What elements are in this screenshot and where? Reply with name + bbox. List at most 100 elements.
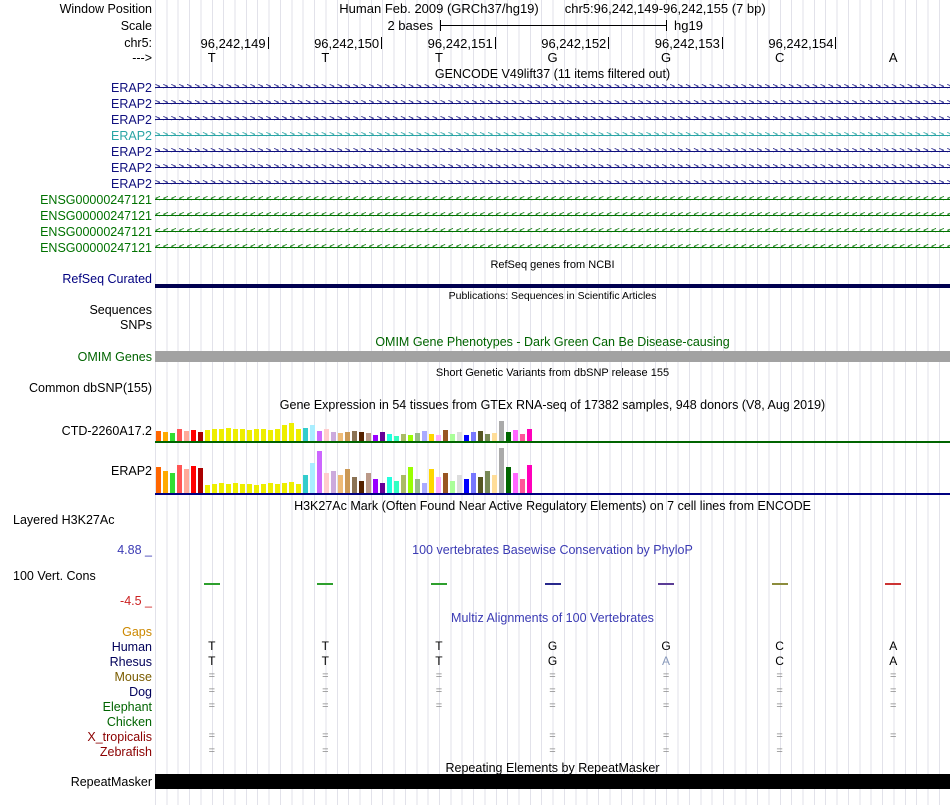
- gene-track-row[interactable]: <<<<<<<<<<<<<<<<<<<<<<<<<<<<<<<<<<<<<<<<…: [155, 224, 950, 240]
- alignment-row[interactable]: = = = = = =: [155, 729, 950, 744]
- gtex-bar: [303, 428, 308, 441]
- gene-track-label[interactable]: ERAP2: [111, 113, 152, 127]
- alignment-species-label[interactable]: Elephant: [102, 700, 152, 714]
- alignment-species-label[interactable]: Dog: [129, 685, 152, 699]
- conservation-track-label[interactable]: 100 Vert. Cons: [13, 569, 96, 583]
- gene-track-label[interactable]: ERAP2: [111, 81, 152, 95]
- alignment-cell: =: [889, 685, 897, 697]
- gene-track-row[interactable]: >>>>>>>>>>>>>>>>>>>>>>>>>>>>>>>>>>>>>>>>…: [155, 80, 950, 96]
- gtex-bar: [499, 448, 504, 493]
- omim-genes-track[interactable]: [155, 351, 950, 362]
- gene-track-row[interactable]: >>>>>>>>>>>>>>>>>>>>>>>>>>>>>>>>>>>>>>>>…: [155, 144, 950, 160]
- coordinate-label[interactable]: 96,242,151: [428, 36, 496, 51]
- gene-track-row[interactable]: >>>>>>>>>>>>>>>>>>>>>>>>>>>>>>>>>>>>>>>>…: [155, 176, 950, 192]
- gene-track-label[interactable]: ENSG00000247121: [40, 209, 152, 223]
- omim-genes-label[interactable]: OMIM Genes: [77, 350, 152, 364]
- dbsnp-title: Short Genetic Variants from dbSNP releas…: [435, 367, 670, 379]
- gtex-bar: [324, 429, 329, 441]
- snps-label[interactable]: SNPs: [120, 318, 152, 332]
- conservation-tick: [203, 583, 220, 585]
- alignment-cell: =: [322, 730, 329, 742]
- gene-track-row[interactable]: >>>>>>>>>>>>>>>>>>>>>>>>>>>>>>>>>>>>>>>>…: [155, 112, 950, 128]
- conservation-tick: [885, 583, 902, 585]
- gene-track-row[interactable]: <<<<<<<<<<<<<<<<<<<<<<<<<<<<<<<<<<<<<<<<…: [155, 192, 950, 208]
- alignment-row[interactable]: = = = = = = =: [155, 699, 950, 714]
- alignment-cell: =: [549, 730, 556, 742]
- alignment-cell: =: [549, 700, 556, 712]
- gtex-track1-label[interactable]: CTD-2260A17.2: [61, 424, 152, 438]
- coordinate-tick: [608, 37, 610, 49]
- alignment-row[interactable]: = = = = = = =: [155, 684, 950, 699]
- gtex-bar: [156, 431, 161, 441]
- alignment-cell: =: [208, 745, 215, 757]
- gtex-bar: [408, 435, 413, 441]
- gene-track-row[interactable]: >>>>>>>>>>>>>>>>>>>>>>>>>>>>>>>>>>>>>>>>…: [155, 160, 950, 176]
- repeatmasker-label[interactable]: RepeatMasker: [70, 775, 152, 789]
- multiz-title: Multiz Alignments of 100 Vertebrates: [451, 611, 654, 625]
- gtex-bar: [163, 432, 168, 441]
- h3k27ac-label[interactable]: Layered H3K27Ac: [13, 513, 115, 527]
- gene-track-label[interactable]: ERAP2: [111, 129, 152, 143]
- coordinate-label[interactable]: 96,242,153: [655, 36, 723, 51]
- alignment-species-label[interactable]: Gaps: [122, 625, 152, 639]
- alignment-cell: =: [322, 745, 329, 757]
- gtex-bar: [492, 433, 497, 441]
- alignment-cell: C: [775, 639, 784, 653]
- gtex-track2-label[interactable]: ERAP2: [111, 464, 152, 478]
- conservation-wiggle[interactable]: [155, 557, 950, 601]
- gtex-ctd-barchart[interactable]: [156, 421, 950, 441]
- alignment-species-label[interactable]: Human: [111, 640, 152, 654]
- alignment-species-label[interactable]: X_tropicalis: [87, 730, 152, 744]
- gene-track-label[interactable]: ENSG00000247121: [40, 225, 152, 239]
- gtex-bar: [450, 481, 455, 493]
- repeatmasker-track[interactable]: [155, 774, 950, 789]
- alignment-species-label[interactable]: Chicken: [106, 715, 152, 729]
- gtex-bar: [254, 485, 259, 493]
- gene-track-row[interactable]: >>>>>>>>>>>>>>>>>>>>>>>>>>>>>>>>>>>>>>>>…: [155, 128, 950, 144]
- refseq-curated-track[interactable]: [155, 284, 950, 288]
- assembly-label: Human Feb. 2009 (GRCh37/hg19): [339, 1, 539, 16]
- coordinate-text: 96,242,152: [541, 35, 607, 51]
- gene-track-label[interactable]: ENSG00000247121: [40, 241, 152, 255]
- sequences-label[interactable]: Sequences: [89, 303, 152, 317]
- gtex-bar: [331, 471, 336, 493]
- gtex-bar: [261, 484, 266, 493]
- gene-track-row[interactable]: >>>>>>>>>>>>>>>>>>>>>>>>>>>>>>>>>>>>>>>>…: [155, 96, 950, 112]
- gene-strand-arrows: >>>>>>>>>>>>>>>>>>>>>>>>>>>>>>>>>>>>>>>>…: [155, 130, 950, 140]
- gtex-bar: [366, 473, 371, 493]
- coordinate-label[interactable]: 96,242,152: [541, 35, 610, 51]
- alignment-row[interactable]: = = = = =: [155, 744, 950, 759]
- alignment-cell: =: [776, 670, 783, 682]
- alignment-row[interactable]: [155, 624, 950, 639]
- refseq-curated-label[interactable]: RefSeq Curated: [62, 272, 152, 286]
- alignment-row[interactable]: [155, 714, 950, 729]
- alignment-row[interactable]: = = = = = = =: [155, 669, 950, 684]
- dbsnp-label[interactable]: Common dbSNP(155): [29, 381, 152, 395]
- gene-track-label[interactable]: ENSG00000247121: [40, 193, 152, 207]
- gene-track-row[interactable]: <<<<<<<<<<<<<<<<<<<<<<<<<<<<<<<<<<<<<<<<…: [155, 208, 950, 224]
- gene-track-label[interactable]: ERAP2: [111, 161, 152, 175]
- gtex-erap2-barchart[interactable]: [156, 448, 950, 493]
- gene-strand-arrows: >>>>>>>>>>>>>>>>>>>>>>>>>>>>>>>>>>>>>>>>…: [155, 114, 950, 124]
- coordinate-row[interactable]: 96,242,149 96,242,150 96,242,151 96,242,152…: [0, 35, 950, 51]
- coordinate-label[interactable]: 96,242,150: [314, 36, 383, 51]
- gtex-bar: [520, 434, 525, 441]
- gene-line: [155, 151, 950, 152]
- conservation-min-label: -4.5 _: [120, 594, 152, 608]
- gene-track-label[interactable]: ERAP2: [111, 145, 152, 159]
- alignment-species-label[interactable]: Zebrafish: [99, 745, 152, 759]
- gtex-bar: [492, 475, 497, 493]
- gene-track-row[interactable]: <<<<<<<<<<<<<<<<<<<<<<<<<<<<<<<<<<<<<<<<…: [155, 240, 950, 256]
- coordinate-tick: [494, 37, 496, 49]
- alignment-species-label[interactable]: Rhesus: [109, 655, 152, 669]
- coordinate-label[interactable]: 96,242,149: [201, 36, 269, 51]
- gene-track-label[interactable]: ERAP2: [111, 177, 152, 191]
- gtex-bar: [338, 433, 343, 441]
- gene-track-label[interactable]: ERAP2: [111, 97, 152, 111]
- coordinate-label[interactable]: 96,242,154: [768, 36, 837, 51]
- gene-line: [155, 167, 950, 168]
- alignment-species-label[interactable]: Mouse: [114, 670, 152, 684]
